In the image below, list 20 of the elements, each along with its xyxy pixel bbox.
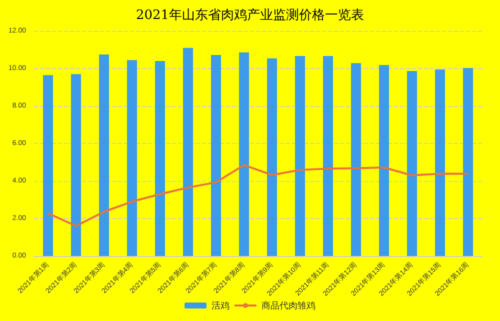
- bar: [267, 58, 277, 256]
- bar: [351, 63, 361, 256]
- bar: [99, 54, 109, 256]
- bar: [71, 74, 81, 256]
- bar: [407, 70, 417, 256]
- line-series: [47, 164, 469, 227]
- bar: [211, 55, 221, 256]
- bar: [463, 68, 473, 256]
- bar: [183, 48, 193, 256]
- legend-label: 活鸡: [212, 300, 230, 310]
- bar: [127, 60, 137, 256]
- bar: [435, 69, 445, 256]
- bar: [43, 75, 53, 256]
- bar: [323, 56, 333, 256]
- chart-title: 2021年山东省肉鸡产业监测价格一览表: [136, 8, 364, 23]
- bar: [239, 52, 249, 256]
- bar: [379, 64, 389, 256]
- legend-label: 商品代肉雏鸡: [262, 300, 316, 310]
- bar: [155, 61, 165, 256]
- bar: [295, 56, 305, 256]
